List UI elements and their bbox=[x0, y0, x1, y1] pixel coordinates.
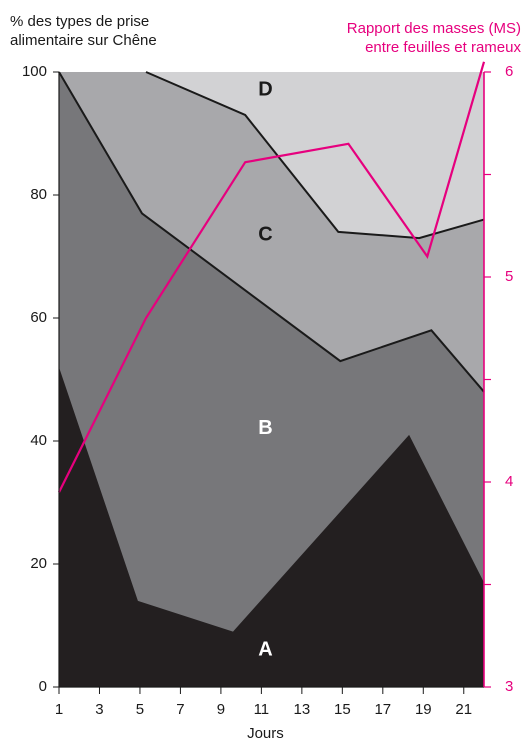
left-tick-label: 40 bbox=[30, 432, 47, 449]
x-tick-label: 11 bbox=[254, 701, 270, 718]
left-tick-label: 60 bbox=[30, 309, 47, 326]
ratio-line-layer bbox=[58, 61, 486, 493]
x-tick-label: 17 bbox=[374, 701, 391, 718]
x-tick-label: 7 bbox=[176, 701, 184, 718]
x-tick-label: 1 bbox=[55, 701, 63, 718]
left-tick-label: 20 bbox=[30, 555, 47, 572]
stacked-areas bbox=[59, 72, 484, 687]
area-label-b: B bbox=[258, 417, 272, 439]
left-tick-label: 100 bbox=[22, 63, 47, 80]
left-axis-title-line: alimentaire sur Chêne bbox=[10, 32, 157, 49]
right-axis-title-line: Rapport des masses (MS) bbox=[347, 20, 521, 37]
boundary-c-top bbox=[145, 71, 485, 240]
left-tick-label: 0 bbox=[39, 678, 47, 695]
x-tick-label: 15 bbox=[334, 701, 351, 718]
area-labels: A B C D bbox=[258, 79, 272, 661]
x-tick-label: 19 bbox=[415, 701, 432, 718]
ratio-line bbox=[58, 61, 486, 493]
area-boundaries bbox=[58, 71, 485, 393]
left-axis-title-line: % des types de prise bbox=[10, 13, 149, 30]
x-tick-label: 9 bbox=[217, 701, 225, 718]
right-axis-title-line: entre feuilles et rameux bbox=[365, 39, 521, 56]
x-tick-label: 21 bbox=[455, 701, 472, 718]
area-label-a: A bbox=[258, 638, 272, 660]
left-tick-label: 80 bbox=[30, 186, 47, 203]
right-tick-label: 6 bbox=[505, 63, 513, 80]
area-label-c: C bbox=[258, 223, 272, 245]
boundary-b-top bbox=[58, 71, 485, 393]
right-tick-label: 4 bbox=[505, 473, 513, 490]
x-tick-label: 3 bbox=[95, 701, 103, 718]
area-label-d: D bbox=[258, 79, 272, 101]
x-tick-label: 13 bbox=[294, 701, 311, 718]
right-tick-label: 3 bbox=[505, 678, 513, 695]
x-axis-title: Jours bbox=[247, 725, 284, 742]
area-a bbox=[59, 367, 484, 687]
x-tick-label: 5 bbox=[136, 701, 144, 718]
right-tick-label: 5 bbox=[505, 268, 513, 285]
